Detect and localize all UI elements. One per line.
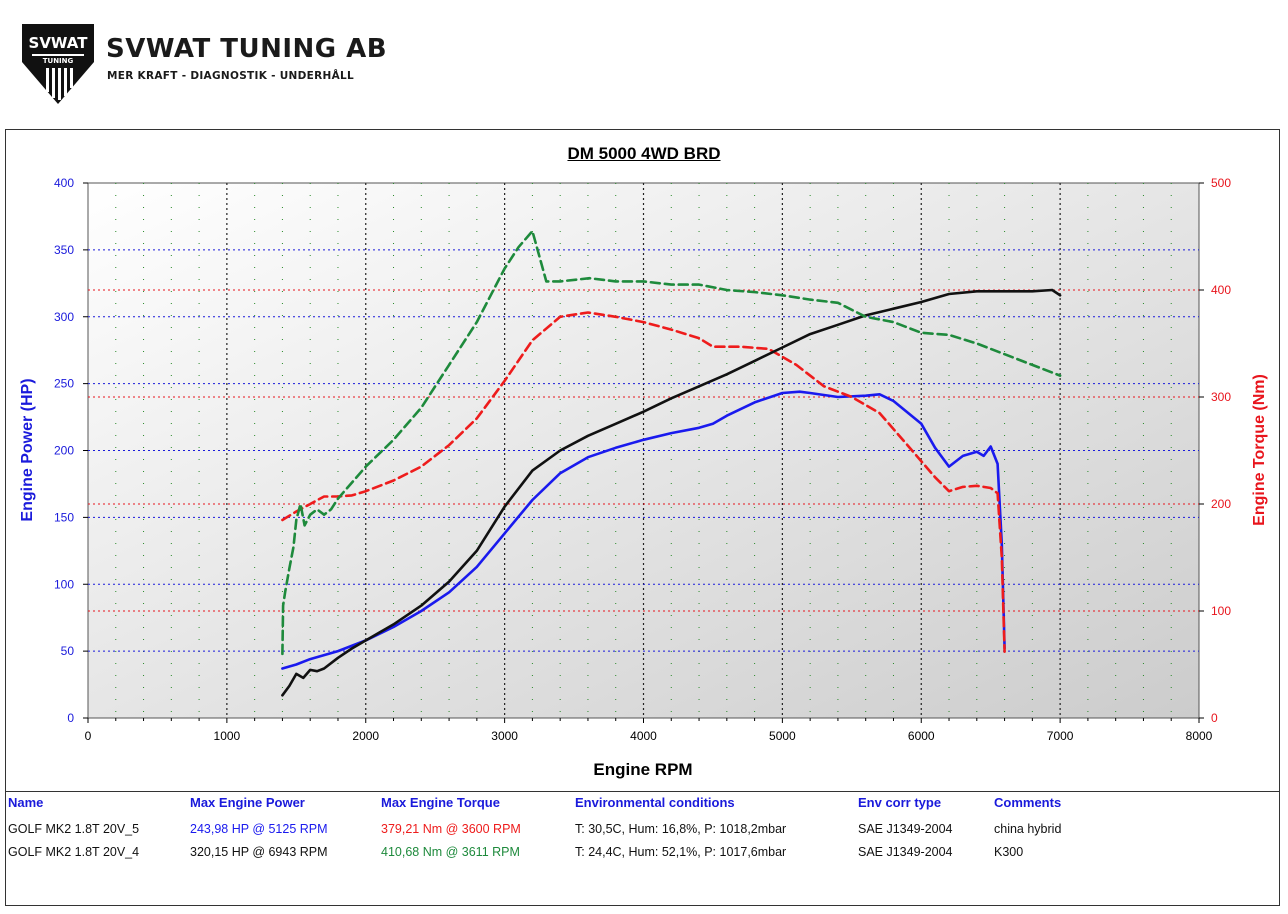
logo-subtext: TUNING [43,57,74,65]
legend-row-1-env: T: 30,5C, Hum: 16,8%, P: 1018,2mbar [575,822,787,836]
y2-tick-label: 300 [1211,390,1231,404]
grid-lines [88,183,1199,718]
series-line-1-power [281,390,1006,670]
y-tick-label: 200 [54,444,74,458]
legend-row-2-name: GOLF MK2 1.8T 20V_4 [8,845,140,859]
series-line-3-power [281,288,1062,697]
x-axis-label: Engine RPM [593,760,692,779]
y-tick-label: 0 [67,711,74,725]
legend-row-1-power: 243,98 HP @ 5125 RPM [190,822,328,836]
legend-row-1-comment: china hybrid [994,822,1062,836]
y2-tick-label: 100 [1211,604,1231,618]
legend-row-2-comment: K300 [994,845,1024,859]
run-legend-table: Name Max Engine Power Max Engine Torque … [5,791,1280,859]
y-tick-label: 400 [54,176,74,190]
y2-axis-label: Engine Torque (Nm) [1251,374,1268,526]
svwat-shield-logo: SVWAT TUNING [22,24,94,104]
x-tick-label: 7000 [1047,729,1074,743]
legend-header-env: Environmental conditions [575,795,735,810]
legend-header-comments: Comments [994,795,1062,810]
y-tick-label: 150 [54,510,74,524]
legend-row-1-name: GOLF MK2 1.8T 20V_5 [8,822,140,836]
y2-tick-label: 500 [1211,176,1231,190]
x-tick-label: 0 [85,729,92,743]
legend-header-max-power: Max Engine Power [190,795,305,810]
legend-row-2-power: 320,15 HP @ 6943 RPM [190,845,328,859]
y-tick-label: 300 [54,310,74,324]
x-tick-label: 6000 [908,729,935,743]
legend-row-1-corr: SAE J1349-2004 [858,822,953,836]
logo-text: SVWAT [29,34,89,52]
series-line-2-torque [281,311,1006,653]
y-tick-label: 100 [54,577,74,591]
legend-header-name: Name [8,795,44,810]
legend-header-corr: Env corr type [858,795,942,810]
legend-header-max-torque: Max Engine Torque [381,795,500,810]
x-tick-label: 2000 [352,729,379,743]
company-name: SVWAT TUNING AB [106,34,388,64]
y2-tick-label: 0 [1211,711,1218,725]
y2-tick-label: 400 [1211,283,1231,297]
company-tagline: MER KRAFT - DIAGNOSTIK - UNDERHÅLL [107,70,355,82]
series-line-4-torque [281,229,1062,656]
y-tick-label: 350 [54,243,74,257]
legend-row-2-torque: 410,68 Nm @ 3611 RPM [381,845,520,859]
legend-row-2-env: T: 24,4C, Hum: 52,1%, P: 1017,6mbar [575,845,787,859]
y-tick-label: 50 [61,644,75,658]
y-axis-label: Engine Power (HP) [19,378,36,521]
legend-row-1-torque: 379,21 Nm @ 3600 RPM [381,822,521,836]
x-tick-label: 3000 [491,729,518,743]
report-header: SVWAT TUNING SVWAT TUNING AB MER KRAFT -… [0,0,1288,125]
x-tick-label: 8000 [1186,729,1213,743]
y-tick-label: 250 [54,377,74,391]
x-tick-label: 5000 [769,729,796,743]
series-lines [281,229,1062,697]
axes: 0 1000 2000 3000 4000 5000 6000 7000 80000501001… [54,176,1231,743]
legend-row-2-corr: SAE J1349-2004 [858,845,953,859]
chart-title: DM 5000 4WD BRD [567,144,721,163]
y2-tick-label: 200 [1211,497,1231,511]
x-tick-label: 1000 [214,729,241,743]
x-tick-label: 4000 [630,729,657,743]
